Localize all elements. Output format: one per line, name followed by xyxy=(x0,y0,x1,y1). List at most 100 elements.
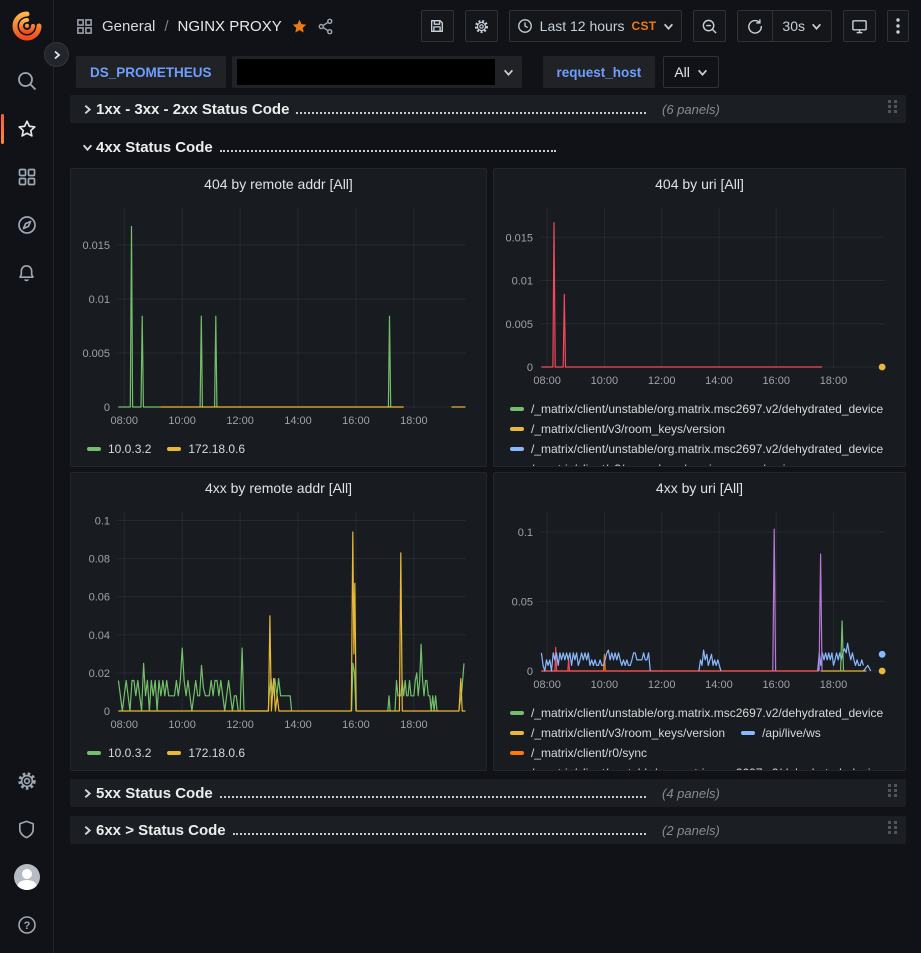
row-title[interactable]: 1xx - 3xx - 2xx Status Code xyxy=(96,100,290,118)
legend-swatch xyxy=(87,751,101,755)
row-drag-handle[interactable] xyxy=(887,99,898,119)
legend-item[interactable]: /_matrix/client/v3/room_keys/version xyxy=(510,462,725,466)
row-4xx[interactable]: 4xx Status Code xyxy=(70,133,906,161)
breadcrumb-section[interactable]: General xyxy=(102,17,156,35)
sidebar-expand-button[interactable] xyxy=(44,42,69,67)
legend-label: /sw.js xyxy=(762,462,791,466)
legend-item[interactable]: /_matrix/client/unstable/org.matrix.msc2… xyxy=(510,402,883,416)
svg-text:18:00: 18:00 xyxy=(400,415,428,427)
breadcrumb: General / NGINX PROXY xyxy=(76,18,334,35)
svg-text:18:00: 18:00 xyxy=(400,719,428,731)
legend-item[interactable]: /_matrix/client/unstable/org.matrix.msc2… xyxy=(510,442,883,456)
sidebar-item-help[interactable]: ? xyxy=(0,901,54,949)
row-6xx[interactable]: 6xx > Status Code (2 panels) xyxy=(70,816,906,844)
legend-item[interactable]: 172.18.0.6 xyxy=(167,442,245,456)
svg-text:?: ? xyxy=(23,920,30,932)
legend-item[interactable]: 172.18.0.6 xyxy=(167,746,245,760)
save-dashboard-button[interactable] xyxy=(420,10,454,42)
legend-swatch xyxy=(167,447,182,451)
timeseries-chart[interactable]: 0 0.005 0.01 0.015 08:00 10:00 12:00 14:00 16:00… xyxy=(79,199,478,436)
svg-text:08:00: 08:00 xyxy=(533,375,561,387)
grafana-logo[interactable] xyxy=(12,11,42,41)
dashboard-settings-button[interactable] xyxy=(464,10,498,42)
breadcrumb-title[interactable]: NGINX PROXY xyxy=(177,17,282,35)
sidebar-item-search[interactable] xyxy=(0,57,54,105)
svg-text:0: 0 xyxy=(104,706,110,718)
dashboards-grid-icon xyxy=(18,168,35,186)
kebab-icon xyxy=(896,18,900,34)
row-title[interactable]: 4xx Status Code xyxy=(96,138,213,156)
svg-text:16:00: 16:00 xyxy=(342,719,370,731)
panel-title[interactable]: 404 by remote addr [All] xyxy=(204,176,353,192)
refresh-button[interactable] xyxy=(738,11,772,41)
zoom-out-time-button[interactable] xyxy=(693,10,727,42)
legend-item[interactable]: /_matrix/client/unstable/org.matrix.msc2… xyxy=(510,706,883,720)
timeseries-chart[interactable]: 0 0.005 0.01 0.015 08:00 10:00 12:00 14:00 16:00… xyxy=(502,199,897,396)
sidebar-item-starred[interactable] xyxy=(0,105,54,153)
chart-legend: /_matrix/client/unstable/org.matrix.msc2… xyxy=(502,706,897,770)
row-leader-dots xyxy=(219,795,646,798)
chevron-right-icon xyxy=(53,50,60,59)
panel-404-by-remote-addr: 404 by remote addr [All] 0 0.005 0.01 0.015… xyxy=(70,168,487,467)
sidebar-item-configuration[interactable] xyxy=(0,757,54,805)
svg-text:0.015: 0.015 xyxy=(82,240,110,252)
row-drag-handle[interactable] xyxy=(887,783,898,803)
legend-item[interactable]: 10.0.3.2 xyxy=(87,442,151,456)
star-outline-icon xyxy=(17,120,36,137)
sidebar-item-alerting[interactable] xyxy=(0,249,54,297)
legend-item[interactable]: /_matrix/client/unstable/org.matrix.msc2… xyxy=(510,766,883,770)
svg-text:12:00: 12:00 xyxy=(226,719,254,731)
legend-swatch xyxy=(510,427,524,431)
refresh-interval-dropdown[interactable]: 30s xyxy=(772,11,831,41)
row-title[interactable]: 6xx > Status Code xyxy=(96,821,226,839)
svg-text:10:00: 10:00 xyxy=(168,415,196,427)
request-host-label[interactable]: request_host xyxy=(542,56,656,88)
row-title[interactable]: 5xx Status Code xyxy=(96,784,213,802)
legend-swatch xyxy=(741,731,756,735)
row-1xx-3xx-2xx[interactable]: 1xx - 3xx - 2xx Status Code (6 panels) xyxy=(70,95,906,123)
request-host-select[interactable]: All xyxy=(663,56,719,88)
legend-label: /_matrix/client/v3/room_keys/version xyxy=(531,422,726,436)
sidebar-item-explore[interactable] xyxy=(0,201,54,249)
svg-text:10:00: 10:00 xyxy=(591,679,619,691)
refresh-interval-label: 30s xyxy=(782,18,805,34)
tv-mode-button[interactable] xyxy=(843,10,876,42)
row-5xx[interactable]: 5xx Status Code (4 panels) xyxy=(70,779,906,807)
svg-text:0.06: 0.06 xyxy=(89,592,110,604)
time-range-picker[interactable]: Last 12 hours CST xyxy=(508,10,683,42)
chevron-right-icon xyxy=(78,788,96,799)
sidebar-item-server-admin[interactable] xyxy=(0,805,54,853)
panel-title[interactable]: 4xx by remote addr [All] xyxy=(204,480,353,496)
svg-text:0.1: 0.1 xyxy=(518,527,533,539)
sidebar-item-profile[interactable] xyxy=(0,853,54,901)
timeseries-chart[interactable]: 0 0.02 0.04 0.06 0.08 0.1 08:00 10:00 12:00 14:00… xyxy=(79,503,478,740)
panel-title[interactable]: 4xx by uri [All] xyxy=(655,480,744,496)
star-filled-icon[interactable] xyxy=(291,18,308,35)
panel-4xx-by-uri: 4xx by uri [All] 0 0.05 0.1 08:00 10:00 12:00… xyxy=(493,472,906,771)
share-icon[interactable] xyxy=(317,18,334,35)
legend-item[interactable]: /_matrix/client/v3/room_keys/version xyxy=(510,726,725,740)
timeseries-chart[interactable]: 0 0.05 0.1 08:00 10:00 12:00 14:00 16:00 18:00 xyxy=(502,503,897,700)
legend-item[interactable]: /api/live/ws xyxy=(741,726,821,740)
svg-text:0.01: 0.01 xyxy=(512,276,533,288)
ds-prometheus-label[interactable]: DS_PROMETHEUS xyxy=(76,56,226,88)
svg-text:12:00: 12:00 xyxy=(226,415,254,427)
row-leader-dots xyxy=(232,832,646,835)
legend-label: /_matrix/client/unstable/org.matrix.msc2… xyxy=(531,766,883,770)
more-options-button[interactable] xyxy=(887,10,909,42)
ds-prometheus-select[interactable] xyxy=(231,56,522,88)
legend-item[interactable]: /sw.js xyxy=(741,462,791,466)
legend-swatch xyxy=(510,407,524,411)
legend-swatch xyxy=(167,751,182,755)
refresh-icon xyxy=(748,19,763,34)
svg-text:16:00: 16:00 xyxy=(342,415,370,427)
user-avatar xyxy=(13,864,40,890)
row-drag-handle[interactable] xyxy=(887,820,898,840)
sidebar-item-dashboards[interactable] xyxy=(0,153,54,201)
svg-text:14:00: 14:00 xyxy=(284,719,312,731)
panel-title[interactable]: 404 by uri [All] xyxy=(655,176,744,192)
legend-item[interactable]: /_matrix/client/v3/room_keys/version xyxy=(510,422,725,436)
svg-text:14:00: 14:00 xyxy=(284,415,312,427)
legend-item[interactable]: /_matrix/client/r0/sync xyxy=(510,746,647,760)
legend-item[interactable]: 10.0.3.2 xyxy=(87,746,151,760)
